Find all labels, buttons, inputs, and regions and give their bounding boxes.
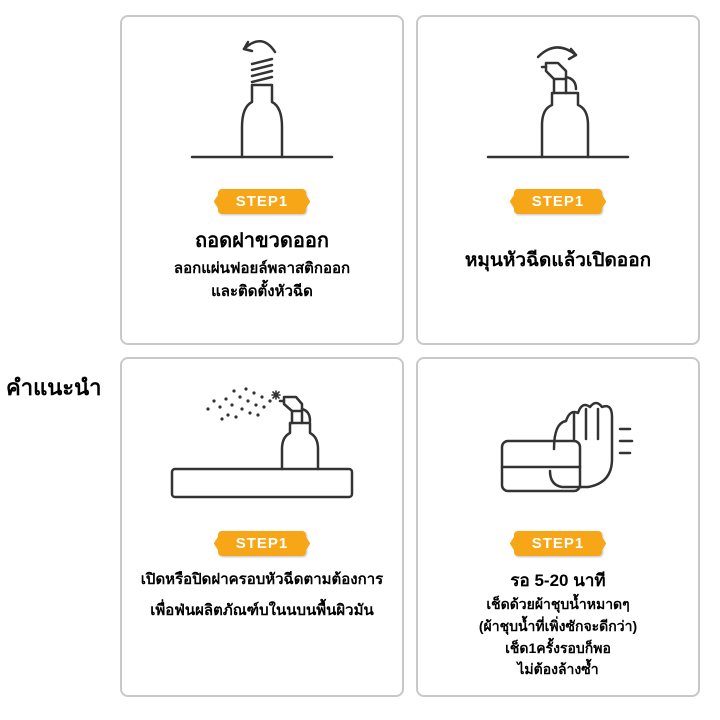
step-card: STEP1 ถอดฝาขวดออก ลอกแผ่นฟอยล์พลาสติกออก… (120, 15, 404, 345)
step-badge: STEP1 (218, 189, 307, 214)
caption-line: (ผ้าชุบน้ำที่เพิ่งซักจะดีกว่า) (479, 616, 637, 638)
step-badge: STEP1 (514, 531, 603, 556)
step-badge: STEP1 (218, 531, 307, 556)
bottle-open-icon (130, 27, 394, 177)
caption-line: ถอดฝาขวดออก (174, 226, 350, 257)
caption-line: เปิดหรือปิดฝาครอบหัวฉีดตามต้องการ (141, 568, 383, 591)
caption-line: รอ 5-20 นาที (479, 568, 637, 594)
instruction-grid: STEP1 ถอดฝาขวดออก ลอกแผ่นฟอยล์พลาสติกออก… (120, 15, 700, 697)
spray-twist-icon (426, 27, 690, 177)
step-caption: รอ 5-20 นาที เช็ดด้วยผ้าชุบน้ำหมาดๆ (ผ้า… (479, 568, 637, 681)
step-caption: ถอดฝาขวดออก ลอกแผ่นฟอยล์พลาสติกออก และติ… (174, 226, 350, 304)
caption-line: ไม่ต้องล้างซ้ำ (479, 659, 637, 681)
caption-line: และติดตั้งหัวฉีด (174, 280, 350, 303)
step-card: STEP1 รอ 5-20 นาที เช็ดด้วยผ้าชุบน้ำหมาด… (416, 357, 700, 697)
step-caption: เปิดหรือปิดฝาครอบหัวฉีดตามต้องการ เพื่อฟ… (141, 568, 383, 623)
caption-line: ลอกแผ่นฟอยล์พลาสติกออก (174, 257, 350, 280)
caption-line: เช็ดด้วยผ้าชุบน้ำหมาดๆ (479, 594, 637, 616)
spray-mist-icon (130, 369, 394, 519)
step-badge: STEP1 (514, 189, 603, 214)
step-card: STEP1 เปิดหรือปิดฝาครอบหัวฉีดตามต้องการ … (120, 357, 404, 697)
caption-line: เพื่อฟ่นผลิตภัณฑ์บในนบนพื้นผิวมัน (141, 599, 383, 622)
caption-line: เช็ด1ครั้งรอบก็พอ (479, 638, 637, 660)
step-caption: หมุนหัวฉีดแล้วเปิดออก (465, 226, 651, 275)
caption-line: หมุนหัวฉีดแล้วเปิดออก (465, 246, 651, 275)
step-card: STEP1 หมุนหัวฉีดแล้วเปิดออก (416, 15, 700, 345)
page-title: คำแนะนำ (6, 370, 102, 405)
wipe-hand-icon (426, 369, 690, 519)
